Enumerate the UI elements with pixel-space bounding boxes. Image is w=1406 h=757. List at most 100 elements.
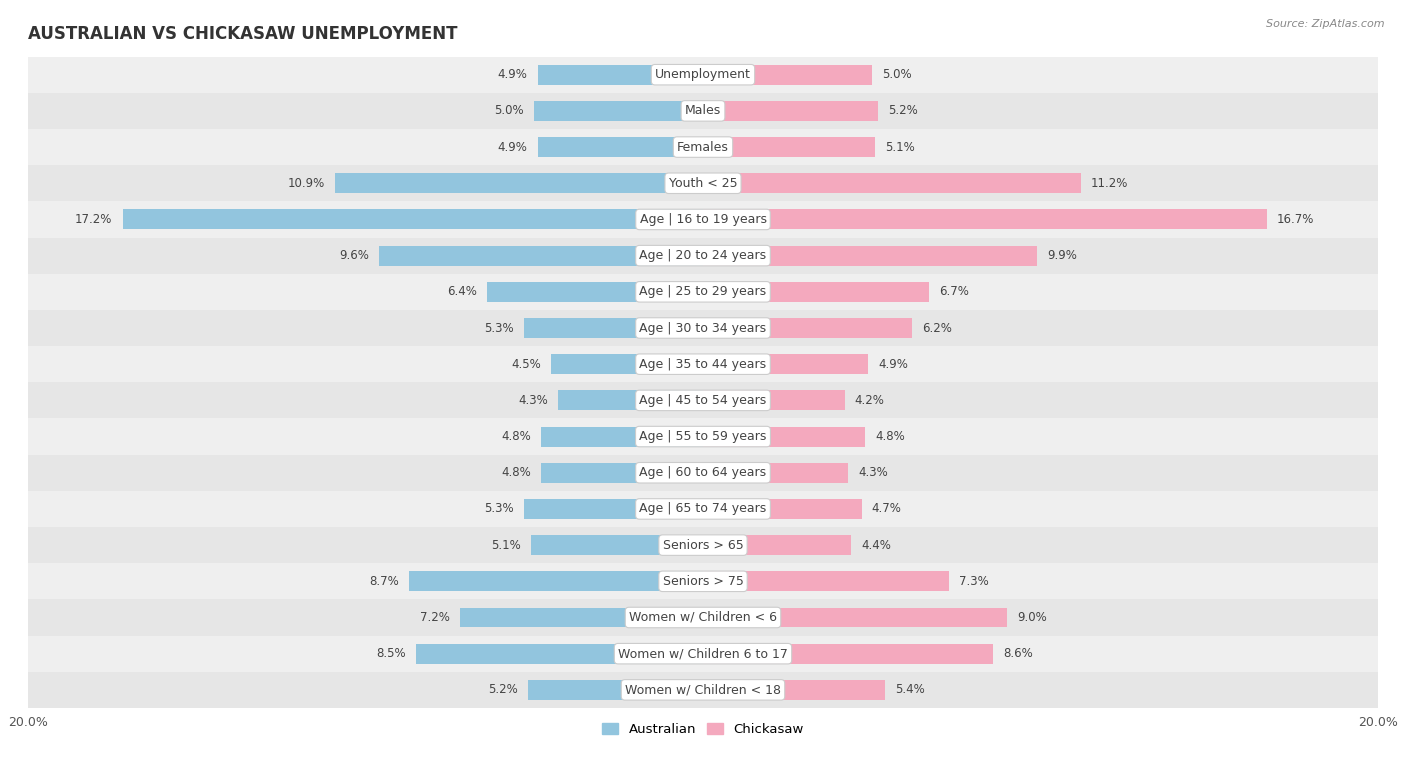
Bar: [335, 173, 703, 193]
Text: Age | 30 to 34 years: Age | 30 to 34 years: [640, 322, 766, 335]
Bar: [28, 636, 1378, 671]
Text: 5.1%: 5.1%: [491, 539, 520, 552]
Text: 8.7%: 8.7%: [370, 575, 399, 587]
Text: 7.3%: 7.3%: [959, 575, 990, 587]
Text: Age | 55 to 59 years: Age | 55 to 59 years: [640, 430, 766, 443]
Text: 9.0%: 9.0%: [1017, 611, 1046, 624]
Text: 5.3%: 5.3%: [485, 503, 515, 516]
Bar: [703, 354, 869, 374]
Bar: [703, 137, 875, 157]
Bar: [486, 282, 703, 302]
Text: 10.9%: 10.9%: [288, 177, 325, 190]
Text: 17.2%: 17.2%: [75, 213, 112, 226]
Text: 4.7%: 4.7%: [872, 503, 901, 516]
Bar: [537, 137, 703, 157]
Bar: [28, 600, 1378, 636]
Text: Women w/ Children < 6: Women w/ Children < 6: [628, 611, 778, 624]
Text: 7.2%: 7.2%: [420, 611, 450, 624]
Text: 6.2%: 6.2%: [922, 322, 952, 335]
Bar: [537, 65, 703, 85]
Text: 6.7%: 6.7%: [939, 285, 969, 298]
Bar: [416, 643, 703, 664]
Text: 4.5%: 4.5%: [512, 358, 541, 371]
Text: 5.3%: 5.3%: [485, 322, 515, 335]
Text: 4.8%: 4.8%: [501, 430, 531, 443]
Bar: [380, 246, 703, 266]
Bar: [28, 563, 1378, 600]
Text: Seniors > 75: Seniors > 75: [662, 575, 744, 587]
Bar: [703, 65, 872, 85]
Text: 4.2%: 4.2%: [855, 394, 884, 407]
Bar: [28, 129, 1378, 165]
Bar: [28, 382, 1378, 419]
Bar: [28, 346, 1378, 382]
Text: Youth < 25: Youth < 25: [669, 177, 737, 190]
Bar: [28, 491, 1378, 527]
Text: 5.4%: 5.4%: [896, 684, 925, 696]
Bar: [558, 391, 703, 410]
Bar: [28, 165, 1378, 201]
Bar: [703, 210, 1267, 229]
Text: Age | 16 to 19 years: Age | 16 to 19 years: [640, 213, 766, 226]
Bar: [28, 238, 1378, 274]
Text: Age | 35 to 44 years: Age | 35 to 44 years: [640, 358, 766, 371]
Text: Age | 20 to 24 years: Age | 20 to 24 years: [640, 249, 766, 262]
Text: Unemployment: Unemployment: [655, 68, 751, 81]
Text: 5.2%: 5.2%: [889, 104, 918, 117]
Text: 4.4%: 4.4%: [862, 539, 891, 552]
Bar: [28, 671, 1378, 708]
Text: Age | 45 to 54 years: Age | 45 to 54 years: [640, 394, 766, 407]
Bar: [703, 282, 929, 302]
Bar: [28, 527, 1378, 563]
Text: 4.3%: 4.3%: [858, 466, 889, 479]
Bar: [703, 318, 912, 338]
Text: 8.6%: 8.6%: [1004, 647, 1033, 660]
Text: Women w/ Children < 18: Women w/ Children < 18: [626, 684, 780, 696]
Text: 5.0%: 5.0%: [882, 68, 911, 81]
Bar: [531, 535, 703, 555]
Bar: [703, 608, 1007, 628]
Bar: [541, 463, 703, 483]
Bar: [28, 310, 1378, 346]
Text: Source: ZipAtlas.com: Source: ZipAtlas.com: [1267, 19, 1385, 29]
Text: 11.2%: 11.2%: [1091, 177, 1129, 190]
Text: 4.8%: 4.8%: [875, 430, 905, 443]
Bar: [703, 173, 1081, 193]
Text: 16.7%: 16.7%: [1277, 213, 1315, 226]
Text: Seniors > 65: Seniors > 65: [662, 539, 744, 552]
Bar: [703, 427, 865, 447]
Text: 5.2%: 5.2%: [488, 684, 517, 696]
Bar: [703, 391, 845, 410]
Text: 4.9%: 4.9%: [498, 68, 527, 81]
Bar: [527, 680, 703, 699]
Text: Females: Females: [678, 141, 728, 154]
Bar: [122, 210, 703, 229]
Text: 4.3%: 4.3%: [517, 394, 548, 407]
Bar: [703, 572, 949, 591]
Text: 5.1%: 5.1%: [886, 141, 915, 154]
Text: 9.6%: 9.6%: [339, 249, 368, 262]
Bar: [703, 463, 848, 483]
Text: 6.4%: 6.4%: [447, 285, 477, 298]
Text: 8.5%: 8.5%: [377, 647, 406, 660]
Text: 5.0%: 5.0%: [495, 104, 524, 117]
Text: Age | 60 to 64 years: Age | 60 to 64 years: [640, 466, 766, 479]
Legend: Australian, Chickasaw: Australian, Chickasaw: [598, 718, 808, 741]
Bar: [28, 419, 1378, 455]
Text: Age | 25 to 29 years: Age | 25 to 29 years: [640, 285, 766, 298]
Text: Women w/ Children 6 to 17: Women w/ Children 6 to 17: [619, 647, 787, 660]
Bar: [551, 354, 703, 374]
Text: 9.9%: 9.9%: [1047, 249, 1077, 262]
Text: Age | 65 to 74 years: Age | 65 to 74 years: [640, 503, 766, 516]
Bar: [28, 201, 1378, 238]
Bar: [409, 572, 703, 591]
Bar: [703, 246, 1038, 266]
Bar: [534, 101, 703, 121]
Bar: [28, 455, 1378, 491]
Bar: [524, 318, 703, 338]
Text: 4.8%: 4.8%: [501, 466, 531, 479]
Bar: [28, 274, 1378, 310]
Bar: [460, 608, 703, 628]
Bar: [541, 427, 703, 447]
Bar: [524, 499, 703, 519]
